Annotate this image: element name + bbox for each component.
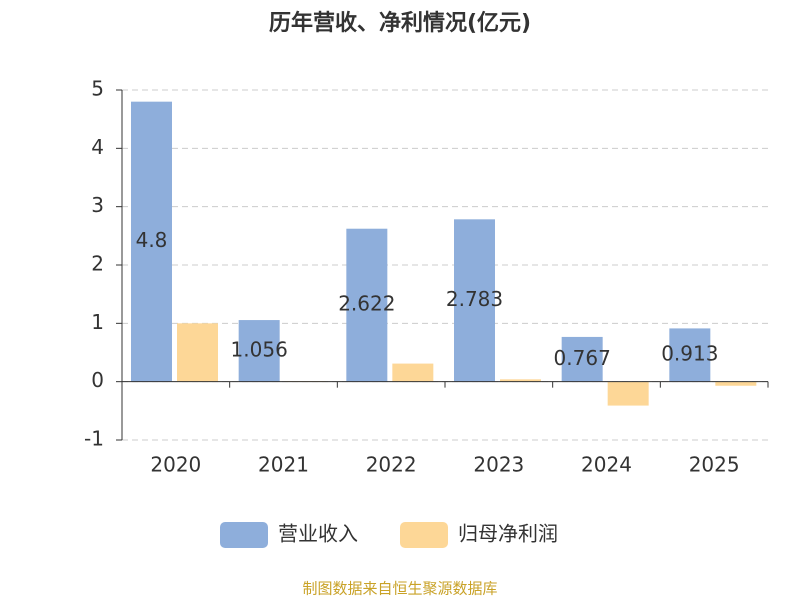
bar bbox=[392, 363, 434, 382]
x-tick-label: 2021 bbox=[258, 453, 309, 477]
bar bbox=[561, 336, 603, 382]
value-label: 1.056 bbox=[231, 337, 288, 361]
legend-label: 营业收入 bbox=[278, 522, 358, 546]
y-tick-label: 0 bbox=[91, 368, 104, 392]
bar bbox=[346, 228, 388, 382]
y-tick-label: 4 bbox=[91, 135, 104, 159]
bar bbox=[669, 328, 711, 382]
bar bbox=[177, 323, 218, 382]
value-label: 0.913 bbox=[661, 342, 718, 366]
y-tick-label: 1 bbox=[91, 310, 104, 334]
value-label: 4.8 bbox=[136, 228, 168, 252]
value-label: 0.767 bbox=[554, 346, 611, 370]
y-tick-label: 5 bbox=[91, 77, 104, 101]
bar bbox=[454, 219, 495, 382]
bar bbox=[715, 381, 757, 386]
bar bbox=[607, 381, 649, 406]
source-note: 制图数据来自恒生聚源数据库 bbox=[302, 580, 497, 598]
x-tick-label: 2024 bbox=[581, 453, 632, 477]
value-label: 2.622 bbox=[338, 292, 395, 316]
value-label: 2.783 bbox=[446, 287, 503, 311]
y-tick-label: 3 bbox=[91, 193, 104, 217]
legend-label: 归母净利润 bbox=[458, 522, 558, 546]
chart-title: 历年营收、净利情况(亿元) bbox=[269, 10, 531, 36]
bar bbox=[238, 320, 280, 382]
bar bbox=[500, 379, 541, 382]
x-tick-label: 2025 bbox=[689, 453, 740, 477]
y-tick-label: -1 bbox=[84, 427, 104, 451]
y-tick-label: 2 bbox=[91, 252, 104, 276]
bar bbox=[131, 101, 172, 382]
legend-swatch bbox=[220, 522, 268, 548]
legend-swatch bbox=[400, 522, 448, 548]
x-tick-label: 2022 bbox=[366, 453, 417, 477]
x-tick-label: 2023 bbox=[473, 453, 524, 477]
x-tick-label: 2020 bbox=[150, 453, 201, 477]
